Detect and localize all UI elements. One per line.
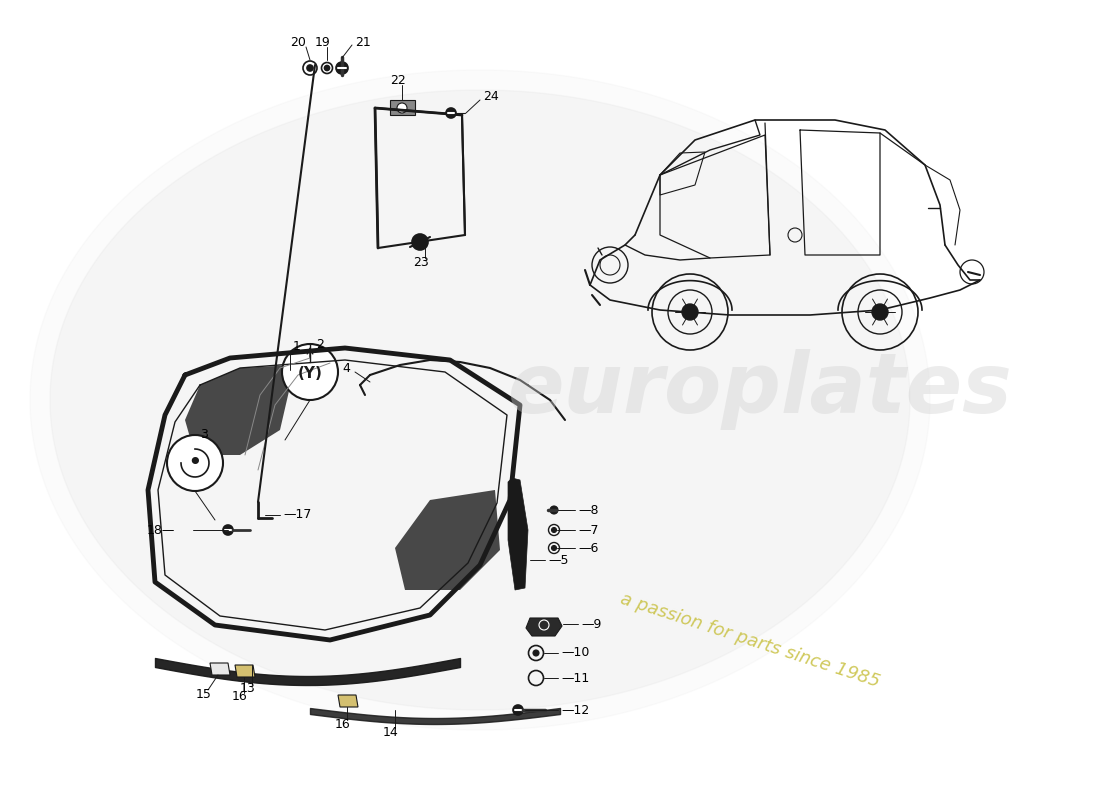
Text: 2: 2 — [316, 338, 323, 351]
Text: (Υ): (Υ) — [298, 366, 322, 381]
Circle shape — [446, 108, 456, 118]
Circle shape — [336, 62, 348, 74]
Text: 21: 21 — [355, 35, 371, 49]
Text: 16: 16 — [336, 718, 351, 730]
Text: —11: —11 — [561, 671, 590, 685]
Circle shape — [223, 525, 233, 535]
Text: 22: 22 — [390, 74, 406, 86]
Polygon shape — [526, 618, 562, 636]
Circle shape — [282, 344, 338, 400]
Text: —8: —8 — [578, 503, 598, 517]
Text: europlates: europlates — [507, 350, 1012, 430]
Polygon shape — [210, 663, 230, 675]
Text: —7: —7 — [578, 523, 598, 537]
Text: —10: —10 — [561, 646, 590, 659]
Circle shape — [513, 705, 522, 715]
Circle shape — [682, 304, 698, 320]
Text: —12: —12 — [561, 703, 590, 717]
Circle shape — [324, 66, 330, 70]
Circle shape — [872, 304, 888, 320]
Text: 20: 20 — [290, 35, 306, 49]
Circle shape — [551, 546, 557, 550]
Circle shape — [397, 103, 407, 113]
Text: 18—: 18— — [146, 523, 175, 537]
Text: 24: 24 — [483, 90, 498, 103]
Polygon shape — [185, 365, 295, 455]
Circle shape — [167, 435, 223, 491]
Text: a passion for parts since 1985: a passion for parts since 1985 — [618, 590, 882, 690]
Text: 19: 19 — [315, 35, 331, 49]
Circle shape — [412, 234, 428, 250]
Polygon shape — [30, 70, 930, 730]
Text: •: • — [188, 451, 202, 475]
Polygon shape — [338, 695, 358, 707]
Text: 1: 1 — [293, 339, 301, 353]
Text: 15: 15 — [196, 687, 212, 701]
Text: —6: —6 — [578, 542, 598, 554]
Text: 13: 13 — [240, 682, 256, 694]
Polygon shape — [508, 478, 528, 590]
Text: —5: —5 — [548, 554, 569, 566]
Polygon shape — [390, 100, 415, 115]
Circle shape — [534, 650, 539, 656]
Text: 23: 23 — [414, 257, 429, 270]
Circle shape — [551, 527, 557, 533]
Circle shape — [307, 65, 314, 71]
Polygon shape — [395, 490, 500, 590]
Text: —9: —9 — [581, 618, 602, 630]
Circle shape — [550, 506, 558, 514]
Polygon shape — [50, 90, 910, 710]
Text: 4: 4 — [342, 362, 350, 374]
Text: 16: 16 — [232, 690, 248, 703]
Polygon shape — [235, 665, 255, 677]
Text: —17: —17 — [283, 509, 311, 522]
Text: 3: 3 — [200, 429, 208, 442]
Text: 14: 14 — [383, 726, 399, 738]
